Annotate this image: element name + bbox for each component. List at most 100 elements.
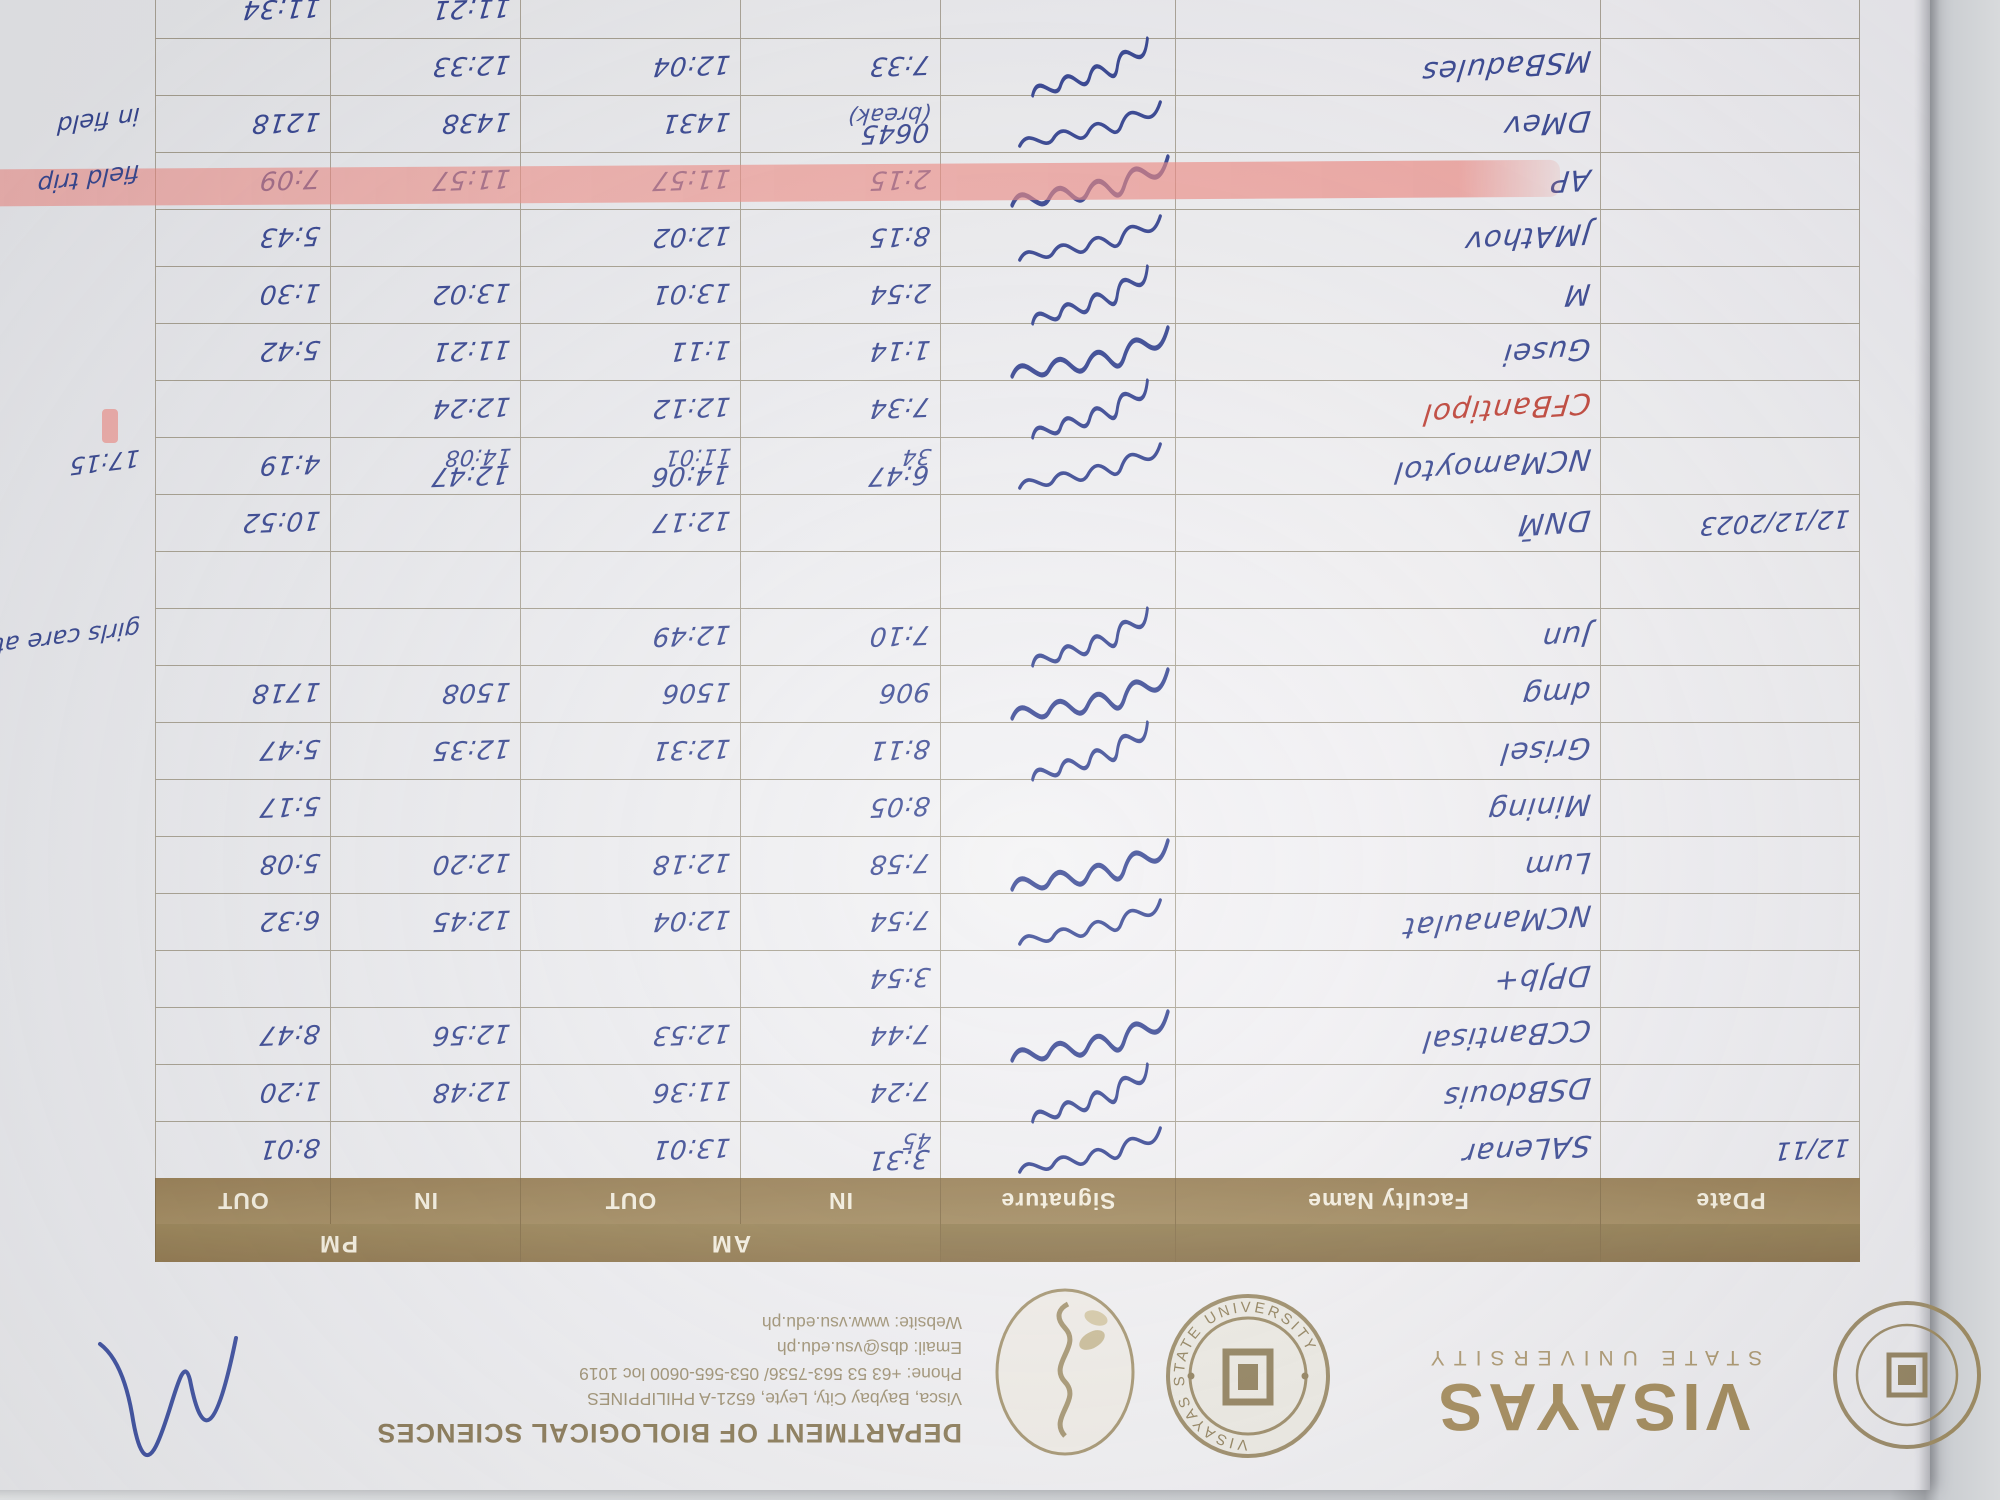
pm-out-cell bbox=[155, 951, 330, 1007]
am-in-cell: 7:58 bbox=[740, 837, 940, 893]
date-cell bbox=[1600, 267, 1860, 323]
header-am: AM bbox=[520, 1224, 940, 1262]
pm-out-cell bbox=[155, 609, 330, 665]
header-spacer bbox=[1175, 1224, 1600, 1262]
signature-scribble bbox=[1010, 154, 1170, 208]
margin-note: in field bbox=[56, 101, 141, 140]
signature-scribble bbox=[1015, 378, 1165, 440]
table-row: Jun 7:10 12:49 girls care at home bbox=[0, 606, 1860, 669]
am-in-cell: 7:24 bbox=[740, 1065, 940, 1121]
letterhead-contact-block: DEPARTMENT OF BIOLOGICAL SCIENCES Visca,… bbox=[302, 1310, 962, 1448]
am-in-cell: 3:31 45 bbox=[740, 1122, 940, 1178]
university-name: VISAYAS bbox=[1433, 1369, 1751, 1444]
signature-scribble bbox=[1015, 606, 1165, 668]
address-line: Visca, Baybay City, Leyte, 6521-A PHILIP… bbox=[587, 1389, 962, 1409]
table-row: NCMamoytol 6:47 34 14:06 11:01 12:47 14:08 … bbox=[69, 437, 1860, 494]
am-in-cell: 7:33 bbox=[740, 39, 940, 95]
faculty-name-cell: AP bbox=[1175, 153, 1600, 209]
pm-out-cell bbox=[155, 381, 330, 437]
biology-department-logo-icon bbox=[990, 1286, 1140, 1458]
date-cell bbox=[1600, 609, 1860, 665]
table-row: AP 2:15 11:57 11:57 7:09 field trip bbox=[0, 152, 1860, 209]
date-cell bbox=[1600, 153, 1860, 209]
pm-out-cell: 5:42 bbox=[155, 324, 330, 380]
date-cell bbox=[1600, 324, 1860, 380]
date-cell bbox=[1600, 1065, 1860, 1121]
signature-cell bbox=[940, 606, 1175, 668]
pm-in-cell: 1438 bbox=[330, 96, 520, 152]
table-row: 12/12/2023 DNM̄ 12:17 10:52 bbox=[155, 494, 1860, 551]
pm-out-cell: 1:30 bbox=[155, 267, 330, 323]
am-in-cell: 0645 (break) bbox=[740, 96, 940, 152]
faculty-name-cell: Mining bbox=[1175, 780, 1600, 836]
am-out-cell: 12:04 bbox=[520, 894, 740, 950]
pm-out-cell bbox=[155, 552, 330, 608]
table-row: 12/11 SALenar 3:31 45 13:01 8:01 bbox=[155, 1121, 1860, 1178]
table-header-ampm-row: AM PM bbox=[155, 1224, 1860, 1262]
faculty-name-cell: Lum bbox=[1175, 837, 1600, 893]
faculty-name-cell: DNM̄ bbox=[1175, 495, 1600, 551]
header-signature: Signature bbox=[940, 1178, 1175, 1224]
signature-scribble bbox=[1015, 36, 1165, 98]
am-in-cell: 8:15 bbox=[740, 210, 940, 266]
date-cell bbox=[1600, 894, 1860, 950]
faculty-name-cell: CCBantisal bbox=[1175, 1008, 1600, 1064]
pm-out-cell: 1:20 bbox=[155, 1065, 330, 1121]
date-cell bbox=[1600, 837, 1860, 893]
am-out-cell: 1431 bbox=[520, 96, 740, 152]
signature-scribble bbox=[1010, 1009, 1170, 1063]
faculty-name-cell: JMAthov bbox=[1175, 210, 1600, 266]
pm-in-cell: 12:24 bbox=[330, 381, 520, 437]
am-in-cell: 1:14 bbox=[740, 324, 940, 380]
attendance-rows: 12/11 SALenar 3:31 45 13:01 8:01 DSBdouis… bbox=[0, 0, 1860, 1178]
am-in-cell: 3:54 bbox=[740, 951, 940, 1007]
am-in-cell bbox=[740, 495, 940, 551]
table-row: CFBantipol 7:34 12:12 12:24 bbox=[102, 378, 1860, 443]
am-out-cell bbox=[520, 0, 740, 38]
faculty-name-cell: NCManaulat bbox=[1175, 894, 1600, 950]
signature-scribble bbox=[1015, 1126, 1165, 1174]
faculty-name-cell: Grisel bbox=[1175, 723, 1600, 779]
pm-in-cell: 12:35 bbox=[330, 723, 520, 779]
am-out-cell: 12:17 bbox=[520, 495, 740, 551]
header-spacer bbox=[1600, 1224, 1860, 1262]
table-row: Gusei 1:14 1:11 11:21 5:42 bbox=[155, 323, 1860, 380]
date-cell bbox=[1600, 723, 1860, 779]
signature-cell bbox=[940, 720, 1175, 782]
pm-out-cell: 1218 bbox=[155, 96, 330, 152]
am-out-cell: 1506 bbox=[520, 666, 740, 722]
date-cell bbox=[1600, 438, 1860, 494]
pm-in-cell: 11:57 bbox=[330, 153, 520, 209]
header-pm-out: OUT bbox=[155, 1178, 330, 1224]
signature-scribble bbox=[1010, 667, 1170, 721]
margin-note: field trip bbox=[37, 158, 141, 199]
pm-in-cell bbox=[330, 780, 520, 836]
pm-out-cell: 5:47 bbox=[155, 723, 330, 779]
am-out-cell bbox=[520, 780, 740, 836]
pm-in-cell: 12:33 bbox=[330, 39, 520, 95]
am-in-cell: 8:05 bbox=[740, 780, 940, 836]
pm-out-cell bbox=[155, 39, 330, 95]
date-cell bbox=[1600, 666, 1860, 722]
signature-cell bbox=[940, 495, 1175, 551]
am-out-cell: 14:06 11:01 bbox=[520, 438, 740, 494]
signature-cell bbox=[940, 264, 1175, 326]
am-out-cell: 11:36 bbox=[520, 1065, 740, 1121]
signature-scribble bbox=[1015, 264, 1165, 326]
pm-in-cell: 12:56 bbox=[330, 1008, 520, 1064]
header-pm-in: IN bbox=[330, 1178, 520, 1224]
pm-out-cell: 10:52 bbox=[155, 495, 330, 551]
table-row: DSBdouis 7:24 11:36 12:48 1:20 bbox=[155, 1062, 1860, 1124]
table-header-columns-row: PDate Faculty Name Signature IN OUT IN O… bbox=[155, 1178, 1860, 1224]
signature-cell bbox=[940, 552, 1175, 608]
header-am-in: IN bbox=[740, 1178, 940, 1224]
am-out-cell: 12:53 bbox=[520, 1008, 740, 1064]
pm-out-cell: 11:34 bbox=[155, 0, 330, 38]
department-name: DEPARTMENT OF BIOLOGICAL SCIENCES bbox=[376, 1418, 962, 1448]
university-seal-icon bbox=[1832, 1300, 1982, 1450]
table-row: JMAthov 8:15 12:02 5:43 bbox=[155, 209, 1860, 266]
signature-scribble bbox=[1015, 442, 1165, 490]
website-line: Website: www.vsu.edu.ph bbox=[761, 1312, 962, 1333]
signature-cell bbox=[940, 0, 1175, 38]
